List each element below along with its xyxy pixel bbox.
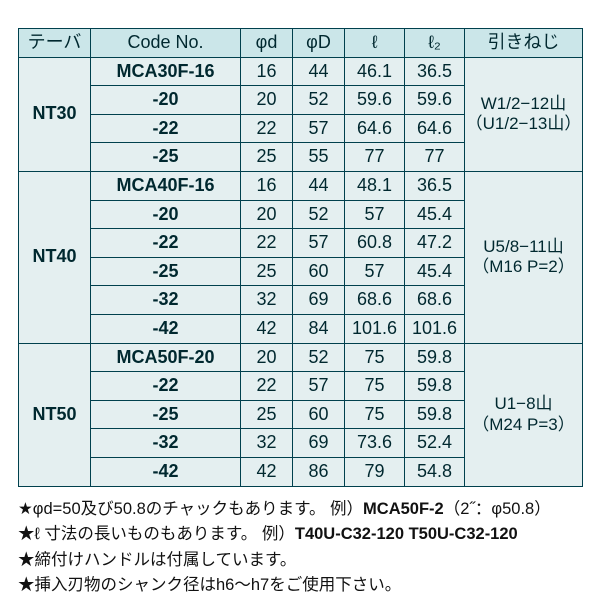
value-cell: 57 (293, 372, 345, 401)
value-cell: 59.8 (405, 343, 465, 372)
value-cell: 22 (241, 229, 293, 258)
value-cell: 42 (241, 314, 293, 343)
value-cell: 60 (293, 257, 345, 286)
value-cell: 79 (345, 457, 405, 486)
value-cell: 60 (293, 400, 345, 429)
value-cell: 42 (241, 457, 293, 486)
code-cell: MCA30F-16 (91, 57, 241, 86)
col-l2: ℓ₂ (405, 29, 465, 58)
value-cell: 60.8 (345, 229, 405, 258)
value-cell: 32 (241, 429, 293, 458)
table-row: NT40MCA40F-16164448.136.5U5/8−11山（M16 P=… (19, 171, 583, 200)
pull-bolt-cell: U1−8山（M24 P=3） (465, 343, 583, 486)
code-cell: -22 (91, 229, 241, 258)
value-cell: 44 (293, 57, 345, 86)
value-cell: 48.1 (345, 171, 405, 200)
value-cell: 52 (293, 200, 345, 229)
value-cell: 36.5 (405, 171, 465, 200)
value-cell: 84 (293, 314, 345, 343)
code-cell: -32 (91, 286, 241, 315)
code-cell: -25 (91, 400, 241, 429)
footnote-line: ★φd=50及び50.8のチャックもあります。 例）MCA50F-2（2˝：φ5… (18, 497, 582, 523)
value-cell: 57 (293, 114, 345, 143)
taper-group: NT30 (19, 57, 91, 171)
col-phi-d: φd (241, 29, 293, 58)
code-cell: -20 (91, 200, 241, 229)
value-cell: 86 (293, 457, 345, 486)
value-cell: 75 (345, 400, 405, 429)
value-cell: 101.6 (405, 314, 465, 343)
value-cell: 16 (241, 57, 293, 86)
value-cell: 45.4 (405, 200, 465, 229)
value-cell: 77 (345, 143, 405, 172)
value-cell: 59.8 (405, 372, 465, 401)
value-cell: 16 (241, 171, 293, 200)
value-cell: 25 (241, 400, 293, 429)
value-cell: 45.4 (405, 257, 465, 286)
value-cell: 52 (293, 343, 345, 372)
value-cell: 64.6 (345, 114, 405, 143)
value-cell: 69 (293, 429, 345, 458)
footnotes: ★φd=50及び50.8のチャックもあります。 例）MCA50F-2（2˝：φ5… (18, 497, 582, 599)
value-cell: 54.8 (405, 457, 465, 486)
value-cell: 52 (293, 86, 345, 115)
code-cell: -25 (91, 257, 241, 286)
code-cell: -42 (91, 457, 241, 486)
value-cell: 57 (345, 200, 405, 229)
value-cell: 64.6 (405, 114, 465, 143)
value-cell: 46.1 (345, 57, 405, 86)
pull-bolt-cell: W1/2−12山（U1/2−13山） (465, 57, 583, 171)
footnote-line: ★締付けハンドルは付属しています。 (18, 548, 582, 574)
value-cell: 59.6 (345, 86, 405, 115)
table-row: NT50MCA50F-2020527559.8U1−8山（M24 P=3） (19, 343, 583, 372)
value-cell: 68.6 (345, 286, 405, 315)
value-cell: 52.4 (405, 429, 465, 458)
code-cell: MCA40F-16 (91, 171, 241, 200)
value-cell: 20 (241, 86, 293, 115)
code-cell: -20 (91, 86, 241, 115)
table-row: NT30MCA30F-16164446.136.5W1/2−12山（U1/2−1… (19, 57, 583, 86)
value-cell: 59.8 (405, 400, 465, 429)
value-cell: 44 (293, 171, 345, 200)
value-cell: 68.6 (405, 286, 465, 315)
taper-group: NT40 (19, 171, 91, 343)
value-cell: 25 (241, 257, 293, 286)
value-cell: 20 (241, 200, 293, 229)
value-cell: 75 (345, 343, 405, 372)
value-cell: 77 (405, 143, 465, 172)
value-cell: 47.2 (405, 229, 465, 258)
value-cell: 75 (345, 372, 405, 401)
value-cell: 101.6 (345, 314, 405, 343)
footnote-line: ★挿入刃物のシャンク径はh6〜h7をご使用下さい。 (18, 573, 582, 599)
value-cell: 25 (241, 143, 293, 172)
spec-table: テーバ Code No. φd φD ℓ ℓ₂ 引きねじ NT30MCA30F-… (18, 28, 583, 487)
value-cell: 57 (345, 257, 405, 286)
col-pull: 引きねじ (465, 29, 583, 58)
code-cell: -42 (91, 314, 241, 343)
col-l: ℓ (345, 29, 405, 58)
code-cell: -22 (91, 114, 241, 143)
footnote-line: ★ℓ 寸法の長いものもあります。 例）T40U-C32-120 T50U-C32… (18, 522, 582, 548)
value-cell: 22 (241, 372, 293, 401)
code-cell: MCA50F-20 (91, 343, 241, 372)
value-cell: 59.6 (405, 86, 465, 115)
pull-bolt-cell: U5/8−11山（M16 P=2） (465, 171, 583, 343)
header-row: テーバ Code No. φd φD ℓ ℓ₂ 引きねじ (19, 29, 583, 58)
code-cell: -25 (91, 143, 241, 172)
col-phi-D: φD (293, 29, 345, 58)
value-cell: 36.5 (405, 57, 465, 86)
value-cell: 32 (241, 286, 293, 315)
value-cell: 20 (241, 343, 293, 372)
taper-group: NT50 (19, 343, 91, 486)
code-cell: -22 (91, 372, 241, 401)
value-cell: 22 (241, 114, 293, 143)
value-cell: 73.6 (345, 429, 405, 458)
col-taper: テーバ (19, 29, 91, 58)
code-cell: -32 (91, 429, 241, 458)
value-cell: 55 (293, 143, 345, 172)
value-cell: 57 (293, 229, 345, 258)
value-cell: 69 (293, 286, 345, 315)
col-code: Code No. (91, 29, 241, 58)
